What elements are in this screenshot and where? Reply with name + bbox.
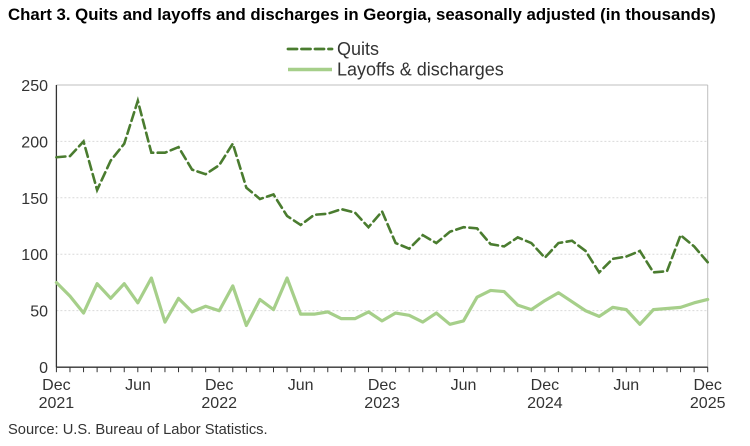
svg-text:200: 200 [21, 134, 48, 151]
svg-text:Quits: Quits [337, 39, 379, 59]
svg-text:2024: 2024 [527, 395, 563, 412]
svg-text:50: 50 [30, 304, 48, 321]
svg-text:2025: 2025 [690, 395, 726, 412]
svg-text:150: 150 [21, 191, 48, 208]
svg-text:Layoffs & discharges: Layoffs & discharges [337, 60, 504, 80]
svg-text:Dec: Dec [205, 377, 233, 394]
svg-text:Jun: Jun [125, 377, 151, 394]
svg-text:Dec: Dec [368, 377, 396, 394]
svg-text:Jun: Jun [451, 377, 477, 394]
svg-text:Jun: Jun [613, 377, 639, 394]
svg-text:2022: 2022 [201, 395, 237, 412]
svg-text:Jun: Jun [288, 377, 314, 394]
svg-text:2023: 2023 [364, 395, 400, 412]
svg-text:Dec: Dec [42, 377, 70, 394]
svg-text:2021: 2021 [39, 395, 75, 412]
svg-text:0: 0 [39, 360, 48, 377]
svg-text:100: 100 [21, 247, 48, 264]
svg-text:250: 250 [21, 78, 48, 95]
svg-text:Dec: Dec [693, 377, 721, 394]
svg-text:Dec: Dec [531, 377, 559, 394]
